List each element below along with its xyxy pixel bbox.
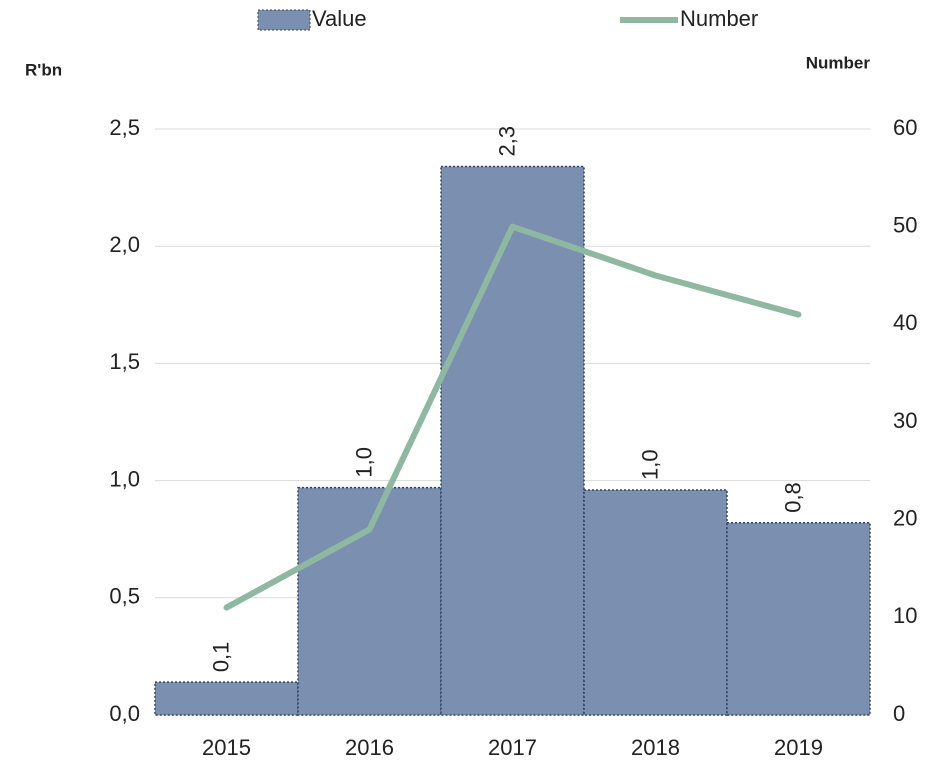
y2-axis-title: Number bbox=[806, 53, 871, 72]
x-tick-label: 2018 bbox=[631, 735, 680, 760]
y2-tick-label: 40 bbox=[893, 310, 917, 335]
y-tick-label: 1,5 bbox=[109, 349, 140, 374]
x-tick-label: 2015 bbox=[202, 735, 251, 760]
bar bbox=[726, 522, 871, 716]
value-label: 1,0 bbox=[637, 449, 662, 480]
x-tick-label: 2017 bbox=[488, 735, 537, 760]
legend-label: Value bbox=[312, 6, 367, 31]
value-label: 1,0 bbox=[351, 447, 376, 478]
y-tick-label: 0,0 bbox=[109, 701, 140, 726]
value-label: 0,8 bbox=[780, 482, 805, 513]
y2-tick-label: 50 bbox=[893, 212, 917, 237]
bar bbox=[440, 165, 585, 716]
y2-tick-label: 10 bbox=[893, 603, 917, 628]
line bbox=[223, 223, 802, 611]
bar bbox=[583, 489, 728, 716]
x-tick-label: 2016 bbox=[345, 735, 394, 760]
value-label: 2,3 bbox=[494, 126, 519, 157]
x-tick-label: 2019 bbox=[774, 735, 823, 760]
legend-swatch bbox=[257, 9, 311, 31]
y-tick-label: 0,5 bbox=[109, 584, 140, 609]
legend-label: Number bbox=[680, 6, 758, 31]
bar bbox=[297, 486, 442, 716]
y-tick-label: 2,5 bbox=[109, 115, 140, 140]
y2-tick-label: 60 bbox=[893, 115, 917, 140]
y-axis-title: R'bn bbox=[25, 60, 62, 79]
value-label: 0,1 bbox=[208, 642, 233, 673]
y2-tick-label: 30 bbox=[893, 408, 917, 433]
y-tick-label: 1,0 bbox=[109, 466, 140, 491]
y2-tick-label: 0 bbox=[893, 701, 905, 726]
y-tick-label: 2,0 bbox=[109, 232, 140, 257]
y2-tick-label: 20 bbox=[893, 505, 917, 530]
bar bbox=[154, 681, 299, 716]
